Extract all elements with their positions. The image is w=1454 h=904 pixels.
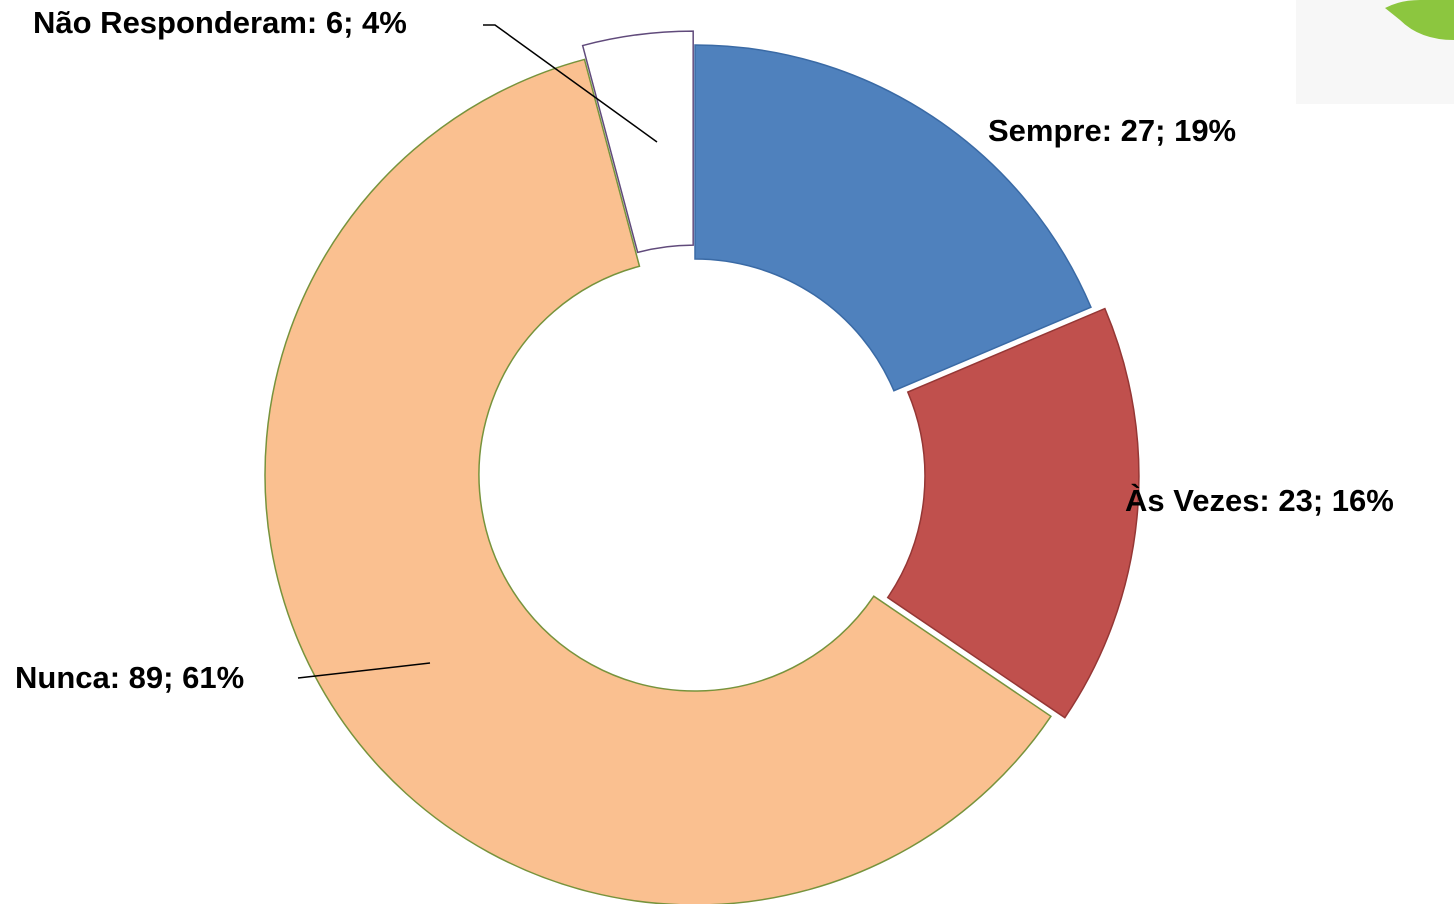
page: Sempre: 27; 19% Às Vezes: 23; 16% Nunca: 8…: [0, 0, 1454, 904]
data-label: Sempre: 27; 19%: [988, 113, 1236, 148]
chart: Sempre: 27; 19% Às Vezes: 23; 16% Nunca: 8…: [0, 0, 1454, 904]
data-label: Às Vezes: 23; 16%: [1125, 483, 1394, 518]
data-label: Não Responderam: 6; 4%: [33, 5, 407, 40]
clip-art: [1296, 0, 1454, 104]
data-label: Nunca: 89; 61%: [15, 660, 244, 695]
